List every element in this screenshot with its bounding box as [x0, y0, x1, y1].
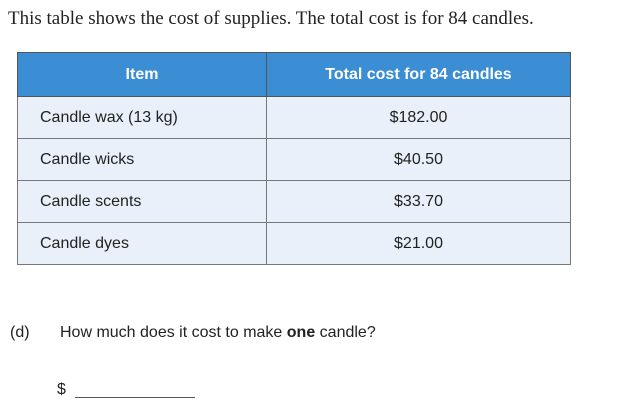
header-cell: Item — [17, 52, 267, 97]
table-row: Candle scents $33.70 — [17, 180, 571, 223]
intro: This table shows the cost of supplies. T… — [8, 8, 534, 29]
question-text: How much does it cost to make one candle… — [60, 324, 376, 342]
item-cell: Candle dyes — [17, 222, 267, 265]
question-part: candle? — [315, 324, 376, 341]
cost-cell: $33.70 — [266, 180, 571, 223]
question-part: How much does it cost to make — [60, 324, 287, 341]
cost-cell: $40.50 — [266, 138, 571, 181]
table-body: Candle wax (13 kg) $182.00 Candle wicks $40… — [17, 96, 571, 265]
table-row: Candle dyes $21.00 — [17, 222, 571, 265]
table-row: Candle wicks $40.50 — [17, 138, 571, 181]
table-row: Candle wax (13 kg) $182.00 — [17, 96, 571, 139]
item-cell: Candle scents — [17, 180, 267, 223]
header-row: Item Total cost for 84 candles — [17, 52, 571, 97]
answer-line — [75, 397, 195, 398]
item-cell: Candle wicks — [17, 138, 267, 181]
header-cell: Total cost for 84 candles — [266, 52, 571, 97]
cost-cell: $21.00 — [266, 222, 571, 265]
answer-prefix: $ — [57, 381, 66, 398]
question-emphasis: one — [286, 324, 316, 341]
item-cell: Candle wax (13 kg) — [17, 96, 267, 139]
cost-cell: $182.00 — [266, 96, 571, 139]
supplies-table: Item Total cost for 84 candles Candle wa… — [17, 52, 571, 265]
question-label: (d) — [10, 324, 30, 341]
